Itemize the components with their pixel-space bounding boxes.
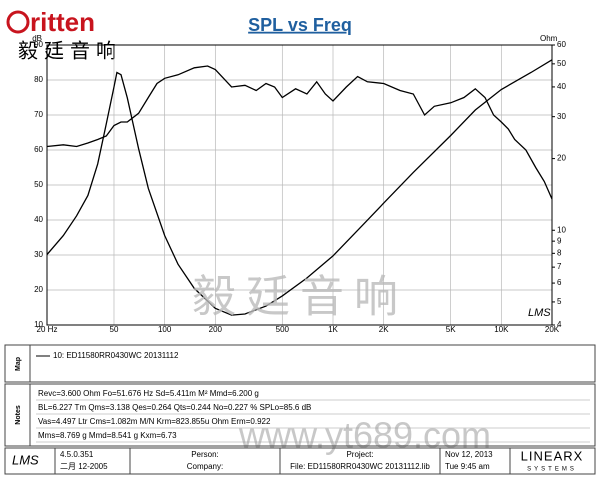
lms-tag: LMS (528, 307, 551, 319)
x-tick-label: 50 (110, 325, 119, 334)
notes-panel (4, 383, 596, 447)
x-tick-label: 100 (158, 325, 172, 334)
series-line (46, 59, 553, 316)
footer-brand: LINEARX (521, 448, 584, 463)
x-tick-label: 2K (379, 325, 389, 334)
y-tick-label: 30 (34, 250, 43, 259)
y2-tick-label: 5 (557, 297, 562, 306)
x-tick-label: 10K (494, 325, 509, 334)
footer-company: Company: (187, 462, 223, 471)
footer-app: LMS (12, 452, 39, 467)
y2-tick-label: 10 (557, 225, 566, 234)
x-tick-label: 200 (209, 325, 223, 334)
logo-mark (6, 10, 30, 34)
chart-title: SPL vs Freq (248, 15, 352, 35)
y-tick-label: 60 (34, 145, 43, 154)
y-tick-label: 70 (34, 110, 43, 119)
notes: Revc=3.600 Ohm Fo=51.676 Hz Sd=5.411m M²… (36, 389, 590, 443)
x-tick-label: 1K (328, 325, 338, 334)
y-tick-label: 10 (34, 320, 43, 329)
y2-axis-label: Ohm (540, 34, 558, 43)
y-tick-label: 50 (34, 180, 43, 189)
y2-tick-label: 8 (557, 248, 562, 257)
notes-label: Notes (15, 405, 22, 425)
watermark-cn: 毅廷音响 (192, 273, 408, 322)
logo: ritten (30, 7, 95, 37)
y2-tick-label: 40 (557, 82, 566, 91)
plot-frame (46, 44, 553, 326)
footer (4, 447, 596, 475)
x-tick-label: 20K (545, 325, 560, 334)
footer-brand-sub: SYSTEMS (527, 467, 577, 473)
y2-tick-label: 9 (557, 236, 562, 245)
y2-tick-label: 20 (557, 154, 566, 163)
footer-date: Nov 12, 2013 (445, 450, 493, 459)
footer-person: Person: (191, 450, 219, 459)
x-tick-label: 5K (446, 325, 456, 334)
y2-tick-label: 30 (557, 112, 566, 121)
y2-tick-label: 7 (557, 262, 562, 271)
map-panel (4, 344, 596, 383)
x-tick-label: 500 (276, 325, 290, 334)
note-line: BL=6.227 Tm Qms=3.138 Qes=0.264 Qts=0.24… (38, 403, 311, 412)
footer-time: Tue 9:45 am (445, 462, 490, 471)
note-line: Revc=3.600 Ohm Fo=51.676 Hz Sd=5.411m M²… (38, 389, 259, 398)
y-tick-label: 80 (34, 75, 43, 84)
footer-build: 二月 12-2005 (60, 462, 108, 471)
note-line: Vas=4.497 Ltr Cms=1.082m M/N Krm=823.855… (38, 417, 271, 426)
y2-tick-label: 50 (557, 59, 566, 68)
footer-file: File: ED11580RR0430WC 20131112.lib (290, 462, 430, 471)
footer-project: Project: (346, 450, 373, 459)
y-tick-label: 90 (34, 40, 43, 49)
y2-tick-label: 60 (557, 40, 566, 49)
x-tick-label: 20 Hz (37, 325, 58, 334)
plot: 20 Hz 50 100 200 500 1K 2K 5K 10K 20K 10 20 30 40 50 60… (34, 40, 566, 334)
y2-tick-label: 6 (557, 278, 562, 287)
y-tick-label: 20 (34, 285, 43, 294)
y-tick-label: 40 (34, 215, 43, 224)
footer-version: 4.5.0.351 (60, 450, 94, 459)
legend-entry: 10: ED11580RR0430WC 20131112 (53, 351, 179, 360)
note-line: Mms=8.769 g Mmd=8.541 g Kxm=6.73 (38, 431, 177, 440)
y2-tick-label: 4 (557, 320, 562, 329)
map-label: Map (15, 357, 22, 371)
y-axis-label: dB (32, 34, 42, 43)
